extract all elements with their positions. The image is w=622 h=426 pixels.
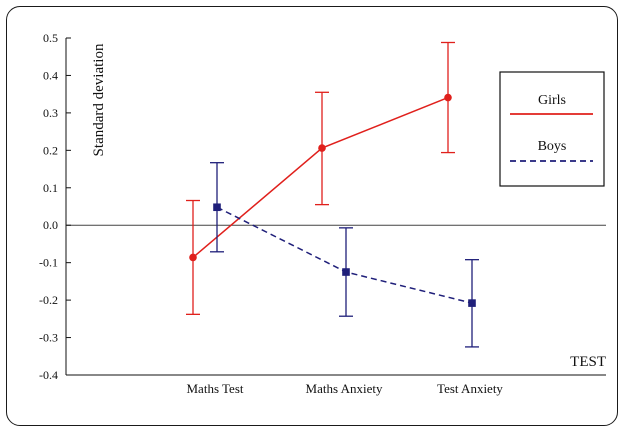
y-ticks: 0.5 0.4 0.3 0.2 0.1 0.0 -0.1 -0.2 -0.3 -0.4	[39, 31, 71, 382]
series-line	[192, 96, 449, 258]
legend-label-boys: Boys	[538, 139, 567, 154]
y-tick-label: -0.2	[39, 293, 58, 307]
x-axis-label: TEST	[570, 354, 606, 370]
legend-label-girls: Girls	[538, 93, 566, 108]
x-tick-label: Maths Test	[187, 381, 244, 396]
y-tick-label: -0.4	[39, 368, 58, 382]
y-tick-label: 0.2	[43, 143, 58, 157]
x-tick-labels: Maths Test Maths Anxiety Test Anxiety	[187, 381, 504, 396]
series-layer	[186, 41, 479, 348]
y-tick-label: 0.1	[43, 181, 58, 195]
data-point	[213, 203, 221, 212]
y-tick-label: -0.1	[39, 256, 58, 270]
data-point	[468, 299, 476, 307]
x-tick-label: Test Anxiety	[437, 381, 503, 396]
x-tick-label: Maths Anxiety	[306, 381, 383, 396]
y-tick-label: -0.3	[39, 331, 58, 345]
chart-svg: 0.5 0.4 0.3 0.2 0.1 0.0 -0.1 -0.2 -0.3 -0.4 Maths…	[39, 31, 606, 396]
series-line	[216, 206, 473, 304]
series-boys	[210, 162, 479, 348]
legend: Girls Boys	[499, 71, 605, 187]
data-point	[189, 253, 197, 262]
legend-box	[499, 71, 605, 187]
series-girls	[186, 41, 455, 315]
y-tick-label: 0.0	[43, 218, 58, 232]
y-tick-label: 0.4	[43, 68, 58, 82]
y-tick-label: 0.3	[43, 106, 58, 120]
data-point	[444, 93, 452, 102]
axes	[65, 38, 606, 376]
y-axis-label: Standard deviation	[91, 43, 107, 156]
data-point	[342, 268, 350, 276]
y-tick-label: 0.5	[43, 31, 58, 45]
data-point	[318, 144, 326, 152]
